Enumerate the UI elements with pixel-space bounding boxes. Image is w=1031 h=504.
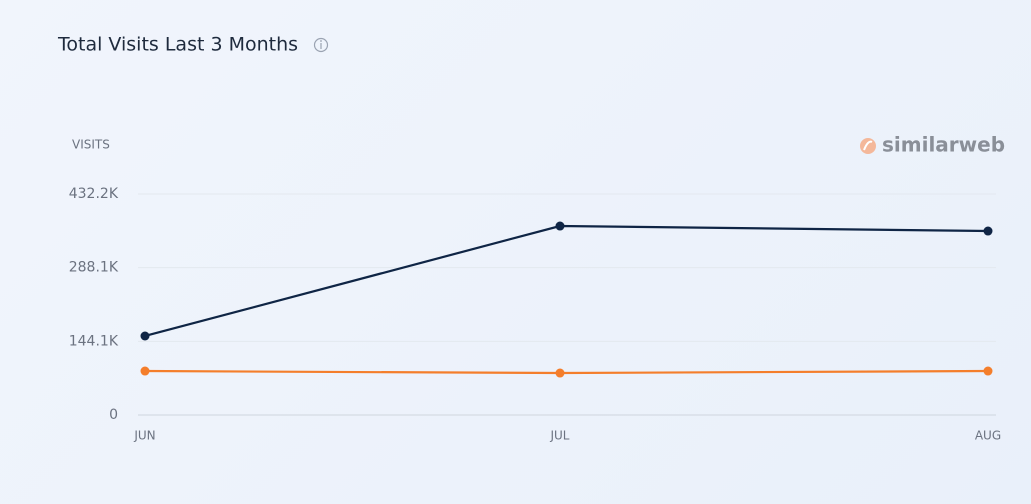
- series-line: [144, 224, 989, 338]
- data-point: [983, 226, 993, 236]
- info-icon[interactable]: [313, 37, 329, 53]
- data-point: [983, 366, 993, 376]
- data-point: [555, 368, 565, 378]
- data-point: [140, 366, 150, 376]
- series-line: [144, 369, 989, 375]
- y-tick-label: 288.1K: [69, 260, 119, 276]
- chart-title: Total Visits Last 3 Months: [57, 34, 298, 56]
- y-tick-label: 0: [109, 407, 118, 423]
- y-tick-label: 432.2K: [69, 186, 119, 202]
- data-point: [555, 221, 565, 231]
- data-point: [140, 331, 150, 341]
- y-axis-label: VISITS: [72, 138, 110, 152]
- brand-logo: [860, 138, 876, 154]
- y-tick-label: 144.1K: [69, 333, 119, 349]
- x-tick-label: AUG: [975, 429, 1001, 443]
- brand: similarweb: [882, 133, 1005, 157]
- x-tick-label: JUL: [549, 429, 569, 443]
- x-tick-label: JUN: [133, 429, 155, 443]
